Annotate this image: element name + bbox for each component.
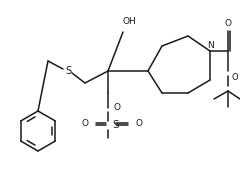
Text: O: O xyxy=(224,20,232,29)
Text: O: O xyxy=(136,120,143,129)
Text: O: O xyxy=(82,120,89,129)
Text: N: N xyxy=(207,40,213,49)
Text: S: S xyxy=(112,120,119,130)
Text: OH: OH xyxy=(122,16,136,25)
Text: S: S xyxy=(65,66,71,76)
Text: O: O xyxy=(231,72,238,81)
Text: O: O xyxy=(114,102,121,112)
